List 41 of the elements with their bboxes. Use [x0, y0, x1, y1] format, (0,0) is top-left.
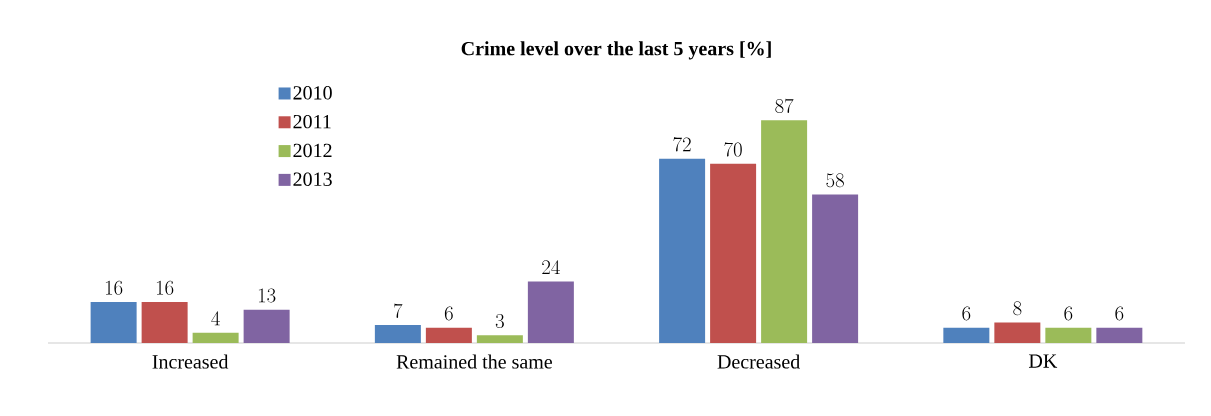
x-tick-label: Remained the same — [396, 354, 553, 369]
data-label: 4 — [211, 311, 220, 326]
bar — [527, 281, 574, 343]
bar — [994, 322, 1041, 343]
x-tick-label: Increased — [152, 354, 229, 369]
bar — [1096, 327, 1143, 343]
bar — [812, 194, 859, 343]
data-label: 6 — [962, 306, 971, 321]
bar — [1045, 327, 1092, 343]
bar — [659, 158, 706, 343]
data-label: 6 — [444, 306, 453, 321]
data-label: 72 — [673, 137, 691, 152]
data-label: 6 — [1064, 306, 1073, 321]
bar — [374, 325, 421, 343]
data-label: 13 — [258, 288, 276, 303]
data-label: 7 — [394, 303, 403, 318]
bar — [141, 302, 188, 343]
data-label: 24 — [542, 260, 560, 275]
data-label: 70 — [724, 142, 742, 157]
x-tick-label: Decreased — [717, 354, 801, 369]
bar — [243, 309, 290, 343]
bar — [761, 120, 808, 343]
bar — [710, 163, 757, 343]
data-label: 16 — [105, 280, 123, 295]
bar — [90, 302, 137, 343]
data-label: 58 — [826, 173, 844, 188]
data-label: 3 — [495, 314, 504, 329]
legend-label: 2010 — [293, 86, 332, 100]
chart-title: Crime level over the last 5 years [%] — [461, 41, 771, 60]
bar — [192, 332, 239, 343]
data-label: 6 — [1115, 306, 1124, 321]
data-label: 87 — [775, 98, 794, 114]
data-label: 8 — [1013, 301, 1022, 316]
bar — [425, 327, 472, 343]
bar — [943, 327, 990, 343]
legend-label: 2012 — [293, 143, 332, 158]
legend-label: 2013 — [293, 172, 332, 186]
data-label: 16 — [156, 280, 174, 295]
bar — [476, 335, 523, 343]
legend-label: 2011 — [293, 114, 331, 129]
x-tick-label: DK — [1028, 354, 1058, 368]
